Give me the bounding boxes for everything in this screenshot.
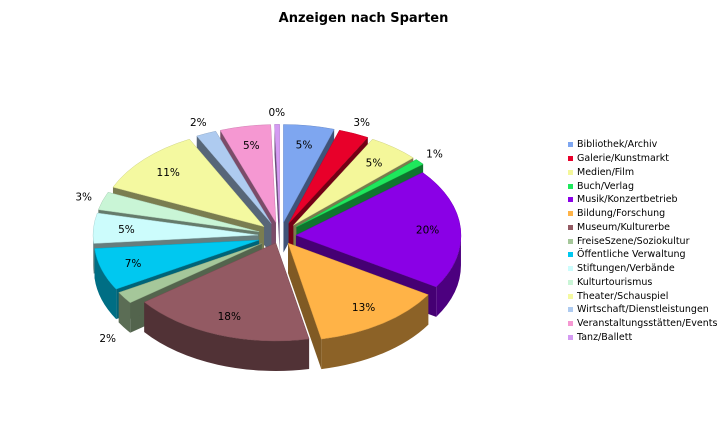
pie-slice-veranstaltungsstaetten-events bbox=[219, 124, 277, 223]
legend-swatch bbox=[568, 197, 573, 203]
data-label: 2% bbox=[99, 333, 116, 345]
pie-slice-kulturtourismus bbox=[97, 191, 260, 232]
legend-label: Bibliothek/Archiv bbox=[577, 139, 658, 151]
pie-slice-side bbox=[436, 235, 461, 317]
pie-slice-bibliothek-archiv bbox=[283, 124, 335, 223]
legend-label: Buch/Verlag bbox=[577, 180, 634, 192]
legend-label: Veranstaltungsstätten/Events bbox=[577, 318, 718, 330]
legend-label: Tanz/Ballett bbox=[577, 331, 633, 343]
legend-label: Museum/Kulturerbe bbox=[577, 221, 670, 233]
legend-label: Wirtschaft/Dienstleistungen bbox=[577, 304, 709, 316]
legend-swatch bbox=[568, 169, 573, 175]
data-label: 20% bbox=[416, 224, 439, 236]
legend-swatch bbox=[568, 183, 573, 189]
legend-item: Medien/Film bbox=[568, 166, 717, 180]
pie-slice-museum-kulturerbe bbox=[143, 242, 310, 342]
legend-swatch bbox=[568, 252, 573, 258]
data-label: 18% bbox=[218, 311, 241, 323]
data-label: 5% bbox=[296, 140, 313, 152]
pie-slice-medien-film bbox=[293, 138, 414, 226]
pie-slice-bildung-forschung bbox=[287, 242, 429, 340]
legend-swatch bbox=[568, 334, 573, 340]
legend-item: Stiftungen/Verbände bbox=[568, 262, 717, 276]
legend-swatch bbox=[568, 156, 573, 162]
legend-swatch bbox=[568, 211, 573, 217]
data-label: 5% bbox=[243, 140, 260, 152]
legend-item: Wirtschaft/Dienstleistungen bbox=[568, 303, 717, 317]
pie-slice-side bbox=[321, 294, 429, 370]
legend-swatch bbox=[568, 293, 573, 299]
legend-label: FreiseSzene/Soziokultur bbox=[577, 235, 690, 247]
legend-item: Galerie/Kunstmarkt bbox=[568, 152, 717, 166]
data-label: 5% bbox=[118, 224, 135, 236]
pie-slice-tanz-ballett bbox=[274, 124, 280, 223]
legend-item: Buch/Verlag bbox=[568, 179, 717, 193]
legend-item: Tanz/Ballett bbox=[568, 331, 717, 345]
pie-slice-wirtschaft-dienstleistungen bbox=[196, 130, 272, 224]
pie-slice-side bbox=[93, 235, 94, 274]
legend-item: Kulturtourismus bbox=[568, 276, 717, 290]
legend-label: Galerie/Kunstmarkt bbox=[577, 153, 669, 165]
pie-slice-wall bbox=[288, 243, 322, 370]
legend-item: Theater/Schauspiel bbox=[568, 289, 717, 303]
pie-slice-theater-schauspiel bbox=[112, 138, 265, 228]
legend-label: Medien/Film bbox=[577, 166, 635, 178]
legend-item: FreiseSzene/Soziokultur bbox=[568, 234, 717, 248]
pie-slice-side bbox=[94, 248, 117, 320]
data-label: 0% bbox=[268, 107, 285, 119]
data-label: 5% bbox=[366, 158, 383, 170]
legend-item: Bibliothek/Archiv bbox=[568, 138, 717, 152]
pie-slice-galerie-kunstmarkt bbox=[288, 129, 369, 224]
legend-label: Stiftungen/Verbände bbox=[577, 263, 675, 275]
data-label: 7% bbox=[125, 258, 142, 270]
legend-item: Bildung/Forschung bbox=[568, 207, 717, 221]
pie-slice-freiseszene-soziokultur bbox=[118, 243, 262, 304]
data-label: 3% bbox=[75, 192, 92, 204]
legend-label: Öffentliche Verwaltung bbox=[577, 249, 686, 261]
pie-slice-side bbox=[118, 292, 131, 333]
pie-slice-wall bbox=[274, 124, 280, 253]
pie-slice-stiftungen-verbaende bbox=[92, 212, 259, 244]
legend-swatch bbox=[568, 142, 573, 148]
data-label: 11% bbox=[157, 167, 180, 179]
legend-item: Musik/Konzertbetrieb bbox=[568, 193, 717, 207]
chart-legend: Bibliothek/Archiv Galerie/Kunstmarkt Medie… bbox=[568, 138, 717, 344]
legend-item: Museum/Kulturerbe bbox=[568, 221, 717, 235]
legend-label: Bildung/Forschung bbox=[577, 208, 666, 220]
legend-label: Theater/Schauspiel bbox=[577, 290, 669, 302]
data-label: 1% bbox=[426, 149, 443, 161]
legend-swatch bbox=[568, 279, 573, 285]
pie-slice-buch-verlag bbox=[296, 159, 424, 228]
legend-item: Öffentliche Verwaltung bbox=[568, 248, 717, 262]
legend-swatch bbox=[568, 307, 573, 313]
chart-title: Anzeigen nach Sparten bbox=[278, 11, 449, 26]
legend-item: Veranstaltungsstätten/Events bbox=[568, 317, 717, 331]
legend-label: Kulturtourismus bbox=[577, 276, 653, 288]
data-label: 2% bbox=[190, 117, 207, 129]
pie-slice-oeffentliche-verwaltung bbox=[94, 239, 260, 290]
data-label: 3% bbox=[353, 117, 370, 129]
legend-swatch bbox=[568, 238, 573, 244]
legend-label: Musik/Konzertbetrieb bbox=[577, 194, 678, 206]
data-label: 13% bbox=[352, 302, 375, 314]
legend-swatch bbox=[568, 321, 573, 327]
pie-slice-musik-konzertbetrieb bbox=[295, 172, 462, 288]
legend-swatch bbox=[568, 224, 573, 230]
legend-swatch bbox=[568, 266, 573, 272]
